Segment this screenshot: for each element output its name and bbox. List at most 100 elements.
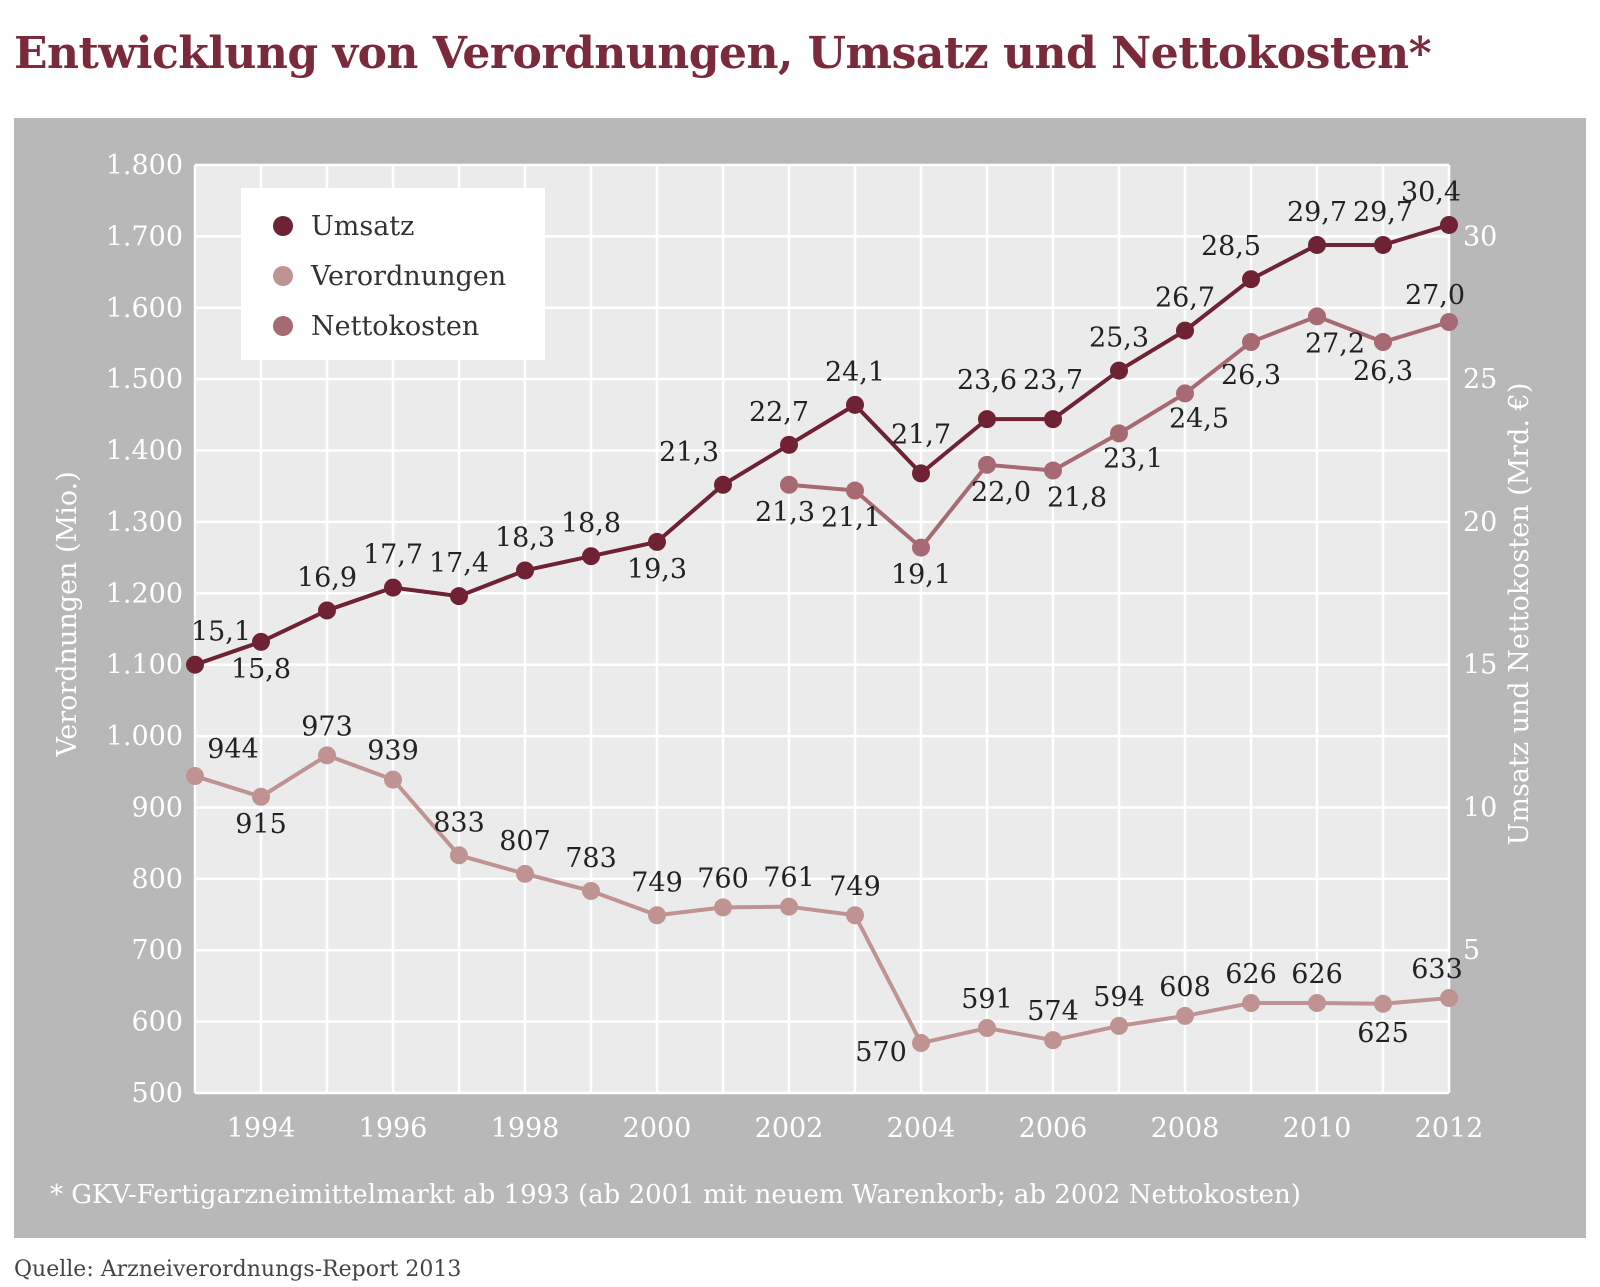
y-left-axis-title: Verordnungen (Mio.) [52,471,83,757]
data-label-verordnungen: 939 [367,736,419,767]
data-label-verordnungen: 760 [697,863,749,894]
data-label-umsatz: 22,7 [749,397,809,428]
data-label-verordnungen: 807 [499,826,551,857]
data-label-verordnungen: 570 [855,1037,907,1068]
data-label-umsatz: 17,4 [429,548,489,579]
data-label-verordnungen: 594 [1093,982,1145,1013]
data-label-verordnungen: 591 [961,984,1013,1015]
data-point-verordnungen [384,770,402,789]
data-point-verordnungen [1374,994,1392,1013]
data-point-verordnungen [978,1019,996,1038]
data-point-umsatz [780,435,798,454]
data-point-nettokosten [978,455,996,474]
data-point-umsatz [714,475,732,494]
legend-label-nettokosten: Nettokosten [311,310,480,342]
data-label-nettokosten: 22,0 [971,477,1031,508]
y-left-tick-label: 1.100 [106,650,183,681]
data-label-umsatz: 17,7 [363,540,423,571]
data-point-nettokosten [1374,333,1392,352]
y-right-tick-label: 10 [1463,792,1497,823]
data-point-umsatz [1374,235,1392,254]
data-point-umsatz [516,561,534,580]
data-point-nettokosten [1176,384,1194,403]
data-label-verordnungen: 749 [829,871,881,902]
data-label-verordnungen: 833 [433,807,485,838]
legend-marker-umsatz [273,216,293,236]
legend-item-umsatz: Umsatz [273,206,414,246]
data-label-umsatz-first: 15,1 [191,617,251,648]
x-tick-label: 2012 [1415,1113,1484,1144]
data-label-umsatz: 25,3 [1089,323,1149,354]
data-label-verordnungen: 625 [1357,1018,1409,1049]
data-point-umsatz [318,601,336,620]
data-label-nettokosten: 26,3 [1353,356,1413,387]
data-label-verordnungen: 633 [1411,954,1463,985]
data-label-umsatz: 23,6 [957,365,1017,396]
data-point-verordnungen [1242,994,1260,1013]
data-point-nettokosten [1440,313,1458,332]
data-label-verordnungen: 626 [1225,959,1277,990]
x-tick-label: 1994 [227,1113,296,1144]
chart-title: Entwicklung von Verordnungen, Umsatz und… [14,28,1432,79]
y-left-tick-label: 700 [131,935,183,966]
data-label-verordnungen: 783 [565,843,617,874]
data-label-verordnungen: 749 [631,867,683,898]
data-label-umsatz: 18,8 [561,508,621,539]
data-point-umsatz [186,655,204,674]
data-label-nettokosten: 26,3 [1221,360,1281,391]
x-tick-label: 1996 [359,1113,428,1144]
data-point-nettokosten [846,481,864,500]
y-right-tick-label: 5 [1463,935,1480,966]
data-point-umsatz [450,587,468,606]
data-label-verordnungen: 626 [1291,959,1343,990]
data-point-umsatz [1110,361,1128,380]
data-point-verordnungen [582,881,600,900]
data-point-verordnungen [318,746,336,765]
data-label-umsatz: 24,1 [825,357,885,388]
x-tick-label: 1998 [491,1113,560,1144]
y-right-tick-label: 30 [1463,221,1497,252]
data-point-verordnungen [1110,1016,1128,1035]
data-point-umsatz [1242,270,1260,289]
series-line-verordnungen [194,753,1450,1046]
data-point-umsatz [912,464,930,483]
data-point-verordnungen [846,906,864,925]
y-right-tick-label: 20 [1463,507,1497,538]
y-left-tick-label: 1.600 [106,293,183,324]
data-point-nettokosten [780,475,798,494]
y-left-tick-label: 900 [131,792,183,823]
data-point-nettokosten [1110,424,1128,443]
data-point-nettokosten [1044,461,1062,480]
x-tick-label: 2000 [623,1113,692,1144]
data-point-umsatz [648,532,666,551]
data-label-umsatz: 21,7 [891,419,951,450]
data-label-nettokosten: 27,0 [1405,280,1465,311]
data-label-verordnungen: 944 [207,734,259,765]
y-left-tick-label: 800 [131,864,183,895]
legend: Umsatz Verordnungen Nettokosten [241,188,545,360]
data-label-verordnungen: 761 [763,863,815,894]
x-tick-label: 2010 [1283,1113,1352,1144]
data-label-umsatz: 29,7 [1287,197,1347,228]
data-point-verordnungen [450,846,468,865]
data-point-verordnungen [714,898,732,917]
data-point-umsatz [978,410,996,429]
y-left-tick-label: 1.000 [106,721,183,752]
data-point-verordnungen [252,787,270,806]
data-point-verordnungen [1308,994,1326,1013]
data-label-nettokosten: 21,1 [821,503,881,534]
data-point-verordnungen [1176,1006,1194,1025]
data-label-umsatz: 23,7 [1023,365,1083,396]
legend-label-verordnungen: Verordnungen [311,260,507,292]
data-point-verordnungen [516,864,534,883]
legend-label-umsatz: Umsatz [311,210,415,242]
data-point-umsatz [1440,215,1458,234]
data-point-nettokosten [912,538,930,557]
y-right-tick-label: 15 [1463,650,1497,681]
data-point-verordnungen [1440,989,1458,1008]
y-right-tick-label: 25 [1463,364,1497,395]
y-left-tick-label: 1.700 [106,221,183,252]
data-label-nettokosten: 19,1 [891,560,951,591]
data-label-verordnungen: 574 [1027,996,1079,1027]
